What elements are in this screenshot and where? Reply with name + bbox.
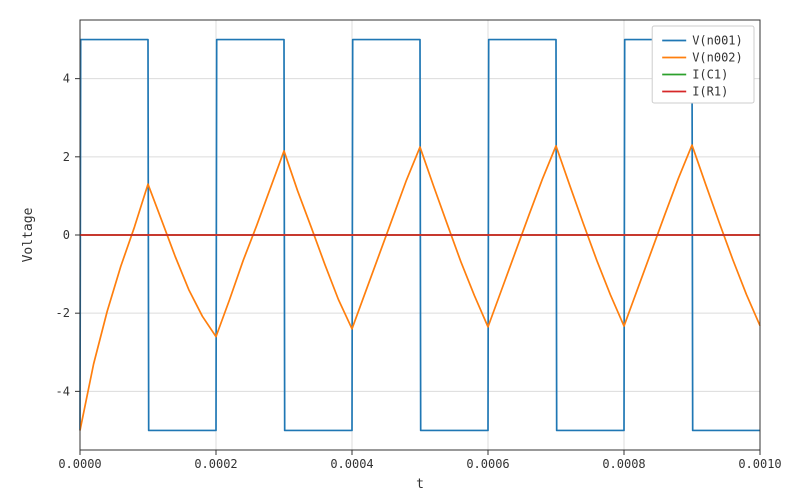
ytick-label: -4	[56, 384, 70, 398]
ytick-label: -2	[56, 306, 70, 320]
xtick-label: 0.0006	[466, 457, 509, 471]
xtick-label: 0.0008	[602, 457, 645, 471]
legend-label: I(R1)	[692, 85, 728, 99]
legend-label: V(n001)	[692, 34, 743, 48]
legend-label: V(n002)	[692, 51, 743, 65]
xtick-label: 0.0010	[738, 457, 781, 471]
y-axis-label: Voltage	[21, 207, 36, 262]
xtick-label: 0.0004	[330, 457, 373, 471]
xtick-label: 0.0000	[58, 457, 101, 471]
ytick-label: 4	[63, 72, 70, 86]
legend: V(n001) V(n002) I(C1) I(R1)	[652, 26, 754, 103]
voltage-time-chart: 0.0000 0.0002 0.0004 0.0006 0.0008 0.0010 -4 -2…	[0, 0, 800, 500]
x-axis-label: t	[416, 477, 424, 492]
chart-container: 0.0000 0.0002 0.0004 0.0006 0.0008 0.0010 -4 -2…	[0, 0, 800, 500]
ytick-label: 2	[63, 150, 70, 164]
xtick-label: 0.0002	[194, 457, 237, 471]
ytick-label: 0	[63, 228, 70, 242]
legend-label: I(C1)	[692, 68, 728, 82]
